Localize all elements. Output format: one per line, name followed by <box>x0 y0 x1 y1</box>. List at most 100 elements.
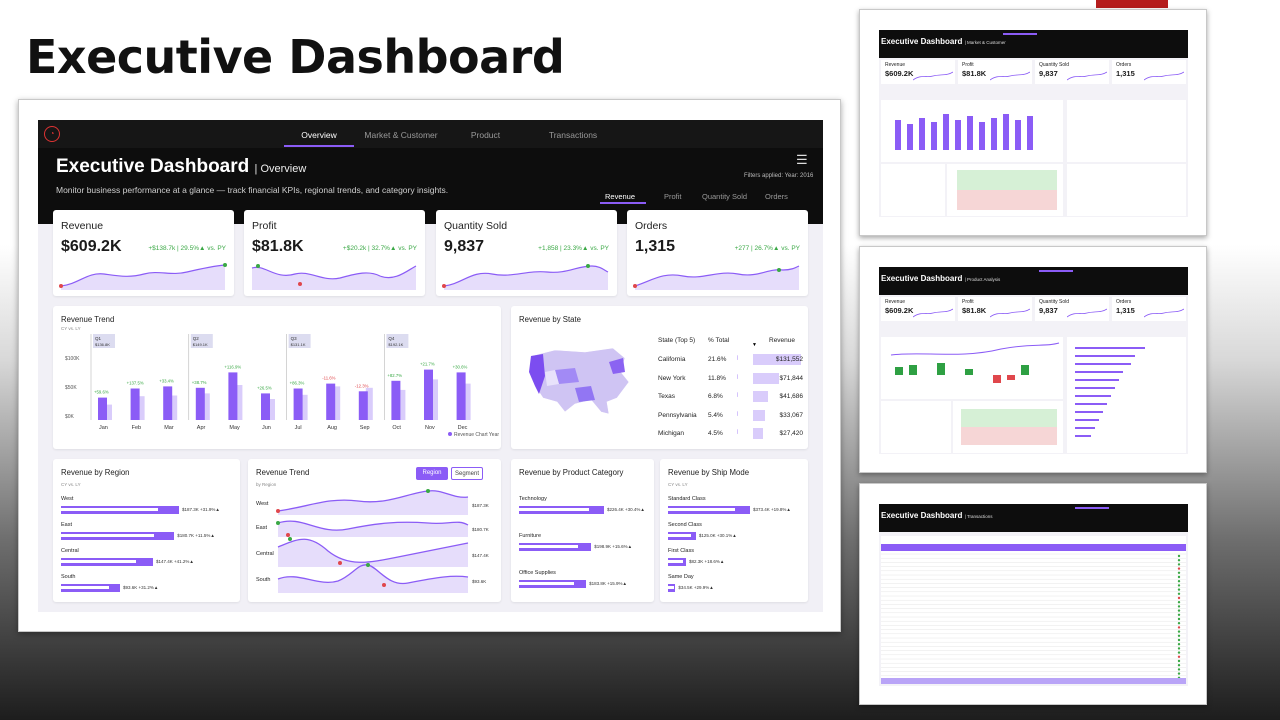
bar-ly-dec[interactable] <box>463 383 471 420</box>
bar-ly-may[interactable] <box>235 385 243 420</box>
kpi-value: 1,315 <box>635 238 676 255</box>
bar-cy-may[interactable] <box>228 372 238 420</box>
nav-tab-transactions[interactable]: Transactions <box>548 130 598 140</box>
filter-sliders-icon[interactable]: ☰ <box>796 152 808 167</box>
thumbnail-market-customer[interactable]: Executive Dashboard | Market & Customer … <box>859 9 1207 236</box>
thumb-status-dot <box>1177 609 1181 612</box>
thumb-status-dot <box>1177 634 1181 637</box>
thumb-nav-indicator <box>1039 270 1073 272</box>
kpi-card-quantity-sold[interactable]: Quantity Sold 9,837 +1,858 | 23.3%▲ vs. … <box>436 210 617 296</box>
delta-label: +116.9% <box>224 364 241 369</box>
bar-ly-nov[interactable] <box>431 379 438 420</box>
thumb-title-text: Executive Dashboard <box>881 511 963 520</box>
bar-cy-sep[interactable] <box>358 391 368 420</box>
state-name[interactable]: New York <box>658 374 686 382</box>
thumb-panel-revenue-development <box>881 100 1063 162</box>
state-name[interactable]: California <box>658 356 686 363</box>
bar-ly-jun[interactable] <box>268 399 275 420</box>
bar-ly <box>668 586 675 589</box>
thumb-status-dot <box>1177 554 1181 558</box>
bar-cy-feb[interactable] <box>130 388 140 421</box>
thumb-status-dot <box>1177 580 1181 583</box>
delta-label: -11.6% <box>322 376 335 381</box>
dashboard-section: | Overview <box>254 163 307 175</box>
region-trend-value: $180.7K <box>472 527 489 532</box>
thumb-header: Executive Dashboard | Product Analysis <box>879 267 1188 295</box>
kpi-delta: +1,858 | 23.3%▲ vs. PY <box>538 245 609 252</box>
thumb-sparkline <box>1144 71 1184 81</box>
bar-cy-jun[interactable] <box>261 393 270 420</box>
x-tick-label: Aug <box>327 425 337 431</box>
quarter-label: Q1 <box>95 336 102 341</box>
region-trend-label: East <box>256 525 268 531</box>
bar-cy-jul[interactable] <box>293 388 303 421</box>
kpi-card-orders[interactable]: Orders 1,315 +277 | 26.7%▲ vs. PY <box>627 210 808 296</box>
thumbnail-transactions[interactable]: Executive Dashboard | Transactions <box>859 483 1207 705</box>
state-revenue: $131,552 <box>775 356 803 363</box>
dashboard-header: ◔ Overview Market & Customer Product Tra… <box>38 120 823 224</box>
region-toggle-button[interactable]: Region <box>416 467 448 480</box>
sort-arrow-icon[interactable]: ▼ <box>752 342 757 348</box>
bar-ly-mar[interactable] <box>170 395 178 421</box>
bar-cy-aug[interactable] <box>326 383 336 420</box>
bar-cy-nov[interactable] <box>424 369 433 420</box>
bar-ly-apr[interactable] <box>202 393 210 420</box>
bar-cy-mar[interactable] <box>163 386 173 420</box>
bar-cy-dec[interactable] <box>456 372 466 420</box>
kpi-label: Orders <box>635 220 668 232</box>
region-trend-value: $93.6K <box>472 579 487 584</box>
thumb-sparkline <box>1144 308 1184 318</box>
thumb-status-dot <box>1177 596 1181 600</box>
nav-active-indicator <box>284 145 354 147</box>
thumb-kpi-label: Orders <box>1116 62 1132 68</box>
red-accent-bar <box>1096 0 1168 8</box>
thumb-status-dot <box>1177 567 1181 570</box>
x-tick-label: Jun <box>262 425 271 431</box>
kpi-card-profit[interactable]: Profit $81.8K +$20.2k | 32.7%▲ vs. PY <box>244 210 425 296</box>
bar-ly-feb[interactable] <box>137 396 145 420</box>
bar-category-label: Second Class <box>668 522 702 528</box>
bar-ly-aug[interactable] <box>333 386 341 420</box>
dashboard-canvas: ◔ Overview Market & Customer Product Tra… <box>38 120 823 612</box>
chart-legend: Revenue Chart Year <box>454 432 499 438</box>
card-title: Revenue Trend <box>61 315 115 324</box>
nav-tab-market-customer[interactable]: Market & Customer <box>364 130 438 140</box>
revenue-trend-chart: $100K $50K $0K Jan +59.6% Feb +137.5% Mar +33… <box>65 334 499 438</box>
bar-cy-jan[interactable] <box>98 397 107 420</box>
subtab-quantity-sold[interactable]: Quantity Sold <box>702 192 748 201</box>
kpi-delta: +$20.2k | 32.7%▲ vs. PY <box>342 245 417 252</box>
dashboard-title: Executive Dashboard | Overview <box>56 156 306 178</box>
segment-toggle-button[interactable]: Segment <box>451 467 483 480</box>
state-pct: 5.4% <box>708 411 723 419</box>
quarter-value: $192.1K <box>388 342 403 347</box>
delta-label: +30.6% <box>453 364 468 369</box>
quarter-label: Q4 <box>388 336 395 341</box>
nav-tab-overview[interactable]: Overview <box>301 130 337 140</box>
bar-ly-jul[interactable] <box>300 394 308 420</box>
delta-label: +38.7% <box>192 380 207 385</box>
thumb-sparkline <box>913 308 953 318</box>
subtab-profit[interactable]: Profit <box>664 192 682 201</box>
nav-tab-product[interactable]: Product <box>470 130 501 140</box>
state-name[interactable]: Texas <box>658 393 675 400</box>
x-tick-label: Nov <box>425 425 435 431</box>
thumb-scatter-chart <box>961 409 1057 445</box>
state-pct: 4.5% <box>708 430 723 437</box>
x-tick-label: Dec <box>458 425 468 431</box>
bar-ly-jan[interactable] <box>105 404 112 420</box>
kpi-card-revenue[interactable]: Revenue $609.2K +$138.7k | 29.5%▲ vs. PY <box>53 210 234 296</box>
bar-ly-sep[interactable] <box>365 387 373 420</box>
subtab-revenue[interactable]: Revenue <box>605 192 636 201</box>
dashboard-title-text: Executive Dashboard <box>56 156 250 177</box>
card-title: Revenue by Region <box>61 468 130 477</box>
bar-ly-oct[interactable] <box>398 389 406 420</box>
quarter-value: $136.8K <box>95 342 110 347</box>
state-name[interactable]: Michigan <box>658 430 685 437</box>
thumb-transaction-table <box>881 536 1186 684</box>
thumbnail-product-analysis[interactable]: Executive Dashboard | Product Analysis R… <box>859 246 1207 473</box>
state-name[interactable]: Pennsylvania <box>658 411 697 419</box>
bar-cy-oct[interactable] <box>391 380 401 420</box>
subtab-orders[interactable]: Orders <box>765 192 788 201</box>
delta-label: +59.6% <box>94 390 109 395</box>
bar-cy-apr[interactable] <box>195 387 205 420</box>
